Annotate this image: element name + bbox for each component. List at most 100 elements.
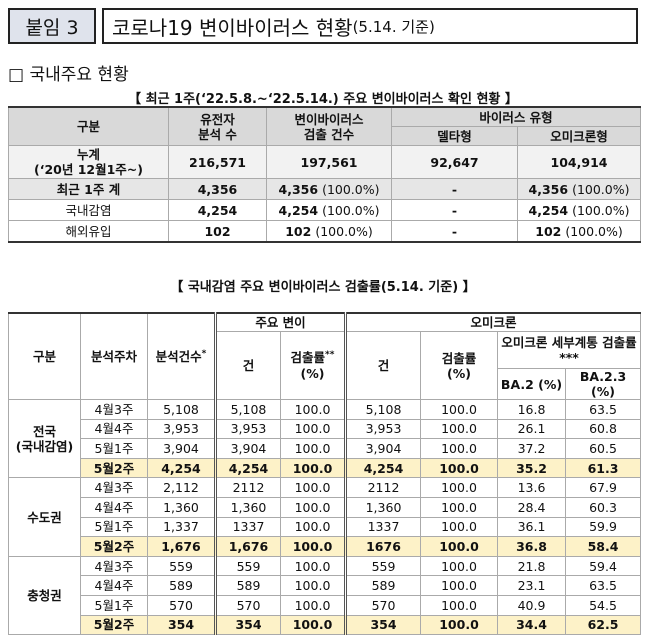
table-cell: 102 (100.0%) <box>266 220 392 243</box>
table-cell: 1337 <box>214 516 281 538</box>
table-cell: 4,356 (100.0%) <box>516 178 642 200</box>
table-cell: 21.8 <box>497 555 567 577</box>
table-row: 누계 (‘20년 12월1주~) 216,571 197,561 92,647 104,… <box>8 145 642 179</box>
table-cell: 100.0 <box>279 614 347 635</box>
table-cell: 34.4 <box>497 614 567 635</box>
table-cell: 5,108 <box>214 399 281 420</box>
table-cell: 100.0 <box>420 516 499 538</box>
table-cell: 4,356 (100.0%) <box>266 178 392 200</box>
group-label: 수도권 <box>8 477 81 557</box>
table-cell: 59.9 <box>565 516 642 538</box>
table-cell: 61.3 <box>565 457 642 479</box>
footnote-mark: * <box>201 348 207 359</box>
table-cell: 4월3주 <box>80 399 148 420</box>
percent: (100.0%) <box>322 181 380 197</box>
header-text: 검출률 <box>290 350 326 366</box>
table-cell: 100.0 <box>420 399 499 420</box>
table-cell: 100.0 <box>279 418 347 440</box>
count: 102 <box>535 223 562 239</box>
table-cell: - <box>391 199 518 221</box>
table-cell: 4,254 (100.0%) <box>266 199 392 221</box>
table-cell: 1676 <box>344 536 422 557</box>
table-cell: - <box>391 220 518 243</box>
table-cell: 100.0 <box>420 496 499 518</box>
table-cell: 4월4주 <box>80 418 148 440</box>
table-cell: 1,676 <box>147 536 216 557</box>
header-cell: 분석주차 <box>80 312 148 400</box>
table-cell: 3,904 <box>147 438 216 459</box>
table-cell: 누계 (‘20년 12월1주~) <box>8 145 169 179</box>
table-cell: 100.0 <box>420 438 499 459</box>
table-cell: 1,360 <box>147 496 216 518</box>
table-cell: 3,953 <box>214 418 281 440</box>
table-cell: 102 (100.0%) <box>516 220 642 243</box>
table-cell: 5,108 <box>147 399 216 420</box>
table-cell: 100.0 <box>420 555 499 577</box>
header-cell: 건 <box>344 331 422 400</box>
table-cell: 63.5 <box>565 575 642 596</box>
table-cell: 100.0 <box>279 555 347 577</box>
table-cell: - <box>391 178 518 200</box>
header-cell: BA.2.3 (%) <box>565 368 642 400</box>
table-cell: 59.4 <box>565 555 642 577</box>
table-cell: 35.2 <box>497 457 567 479</box>
table-cell: 354 <box>344 614 422 635</box>
header-cell: 변이바이러스 검출 건수 <box>266 106 392 146</box>
header-cell: 오미크론형 <box>516 126 642 146</box>
footnote-mark: ** <box>325 350 335 361</box>
table-cell: 4월3주 <box>80 477 148 498</box>
table-cell: 100.0 <box>279 457 347 479</box>
table-cell: 2112 <box>214 477 281 498</box>
table-cell: 5월2주 <box>80 614 148 635</box>
table-cell: 4,356 <box>168 178 267 200</box>
table-cell: 36.8 <box>497 536 567 557</box>
table-cell: 100.0 <box>279 594 347 616</box>
table-cell: 100.0 <box>420 536 499 557</box>
header-cell: BA.2 (%) <box>497 368 567 400</box>
table-cell: 354 <box>147 614 216 635</box>
table-cell: 100.0 <box>279 536 347 557</box>
table-cell: 3,904 <box>214 438 281 459</box>
table-cell: 62.5 <box>565 614 642 635</box>
title-box: 코로나19 변이바이러스 현황 (5.14. 기준) <box>102 8 638 44</box>
table-row: 5월1주 1,337 1337 100.0 1337 100.0 36.1 59.9 <box>9 516 642 538</box>
table-row: 충청권 4월3주 559 559 100.0 559 100.0 21.8 59.4 <box>8 555 642 635</box>
group-label: 전국 (국내감염) <box>8 398 81 479</box>
header-cell: 건 <box>214 331 281 400</box>
table-cell: 최근 1주 계 <box>8 178 169 200</box>
table-cell: 60.8 <box>565 418 642 440</box>
table-cell: 2,112 <box>147 477 216 498</box>
group-label: 충청권 <box>8 555 81 635</box>
badge: 붙임 3 <box>8 8 96 44</box>
count: 4,254 <box>528 202 569 218</box>
header-cell: 주요 변이 <box>213 312 347 332</box>
table-cell: 37.2 <box>497 438 567 459</box>
table-cell: 26.1 <box>497 418 567 440</box>
table-row: 5월1주 3,904 3,904 100.0 3,904 100.0 37.2 60.5 <box>9 438 642 459</box>
table-cell: 67.9 <box>565 477 642 498</box>
table-cell: 102 <box>168 220 267 243</box>
percent: (100.0%) <box>322 202 380 218</box>
table-cell: 100.0 <box>420 418 499 440</box>
table-cell: 1,360 <box>344 496 422 518</box>
header-cell: 델타형 <box>391 126 518 146</box>
table-cell: 40.9 <box>497 594 567 616</box>
table-cell: 36.1 <box>497 516 567 538</box>
table-caption: 【 최근 1주(‘22.5.8.~‘22.5.14.) 주요 변이바이러스 확인… <box>128 92 518 107</box>
percent: (100.0%) <box>572 202 630 218</box>
table-cell: 4월3주 <box>80 555 148 577</box>
table-cell: 5월1주 <box>80 594 148 616</box>
table-row: 수도권 4월3주 2,112 2112 100.0 2112 100.0 13.6 67.9 <box>8 477 642 557</box>
header-cell: 바이러스 유형 <box>390 106 642 127</box>
title: 코로나19 변이바이러스 현황 <box>112 15 353 40</box>
table-cell: 5월1주 <box>80 516 148 538</box>
table-cell: 570 <box>344 594 422 616</box>
table-row: 전국 (국내감염) 4월3주 5,108 5,108 100.0 5,108 100.0 16… <box>8 398 642 479</box>
table-cell: 3,953 <box>147 418 216 440</box>
table-row: 국내감염 4,254 4,254 (100.0%) -4,254 (100.0%) <box>8 199 642 221</box>
table-cell: 해외유입 <box>8 220 169 243</box>
table-cell: 104,914 <box>516 145 642 179</box>
table-cell: 100.0 <box>279 399 347 420</box>
table-row: 5월2주 1,676 1,676 100.0 1676 100.0 36.8 58.4 <box>9 536 642 557</box>
table-row: 5월1주 570 570 100.0 570 100.0 40.9 54.5 <box>9 594 642 616</box>
